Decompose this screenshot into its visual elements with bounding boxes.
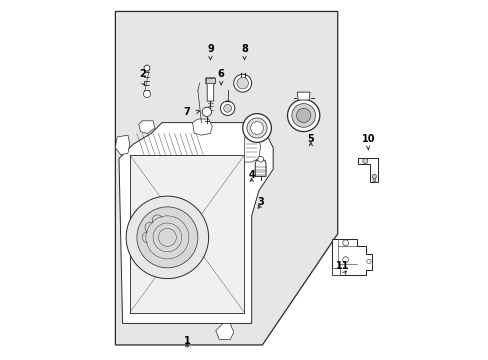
Polygon shape	[332, 239, 371, 275]
Polygon shape	[297, 92, 309, 100]
Polygon shape	[357, 158, 378, 182]
Text: 10: 10	[361, 134, 374, 144]
Polygon shape	[129, 155, 244, 313]
Circle shape	[137, 207, 198, 268]
Circle shape	[296, 108, 310, 123]
Text: 4: 4	[248, 170, 255, 180]
Circle shape	[250, 122, 263, 134]
Text: 5: 5	[307, 134, 314, 144]
Text: 6: 6	[217, 69, 224, 79]
Circle shape	[202, 107, 211, 117]
Circle shape	[233, 74, 251, 92]
Text: 2: 2	[139, 69, 145, 79]
Polygon shape	[332, 268, 339, 275]
Circle shape	[342, 240, 348, 246]
Polygon shape	[139, 121, 155, 134]
Text: 7: 7	[183, 107, 190, 117]
Polygon shape	[192, 119, 212, 135]
Polygon shape	[215, 323, 233, 339]
Polygon shape	[115, 135, 129, 155]
Circle shape	[242, 114, 271, 142]
Polygon shape	[244, 137, 260, 162]
Text: 3: 3	[257, 197, 264, 207]
Circle shape	[143, 90, 150, 98]
Polygon shape	[205, 78, 215, 83]
Text: 9: 9	[206, 44, 213, 54]
Circle shape	[237, 77, 248, 89]
Circle shape	[372, 179, 375, 182]
Circle shape	[223, 104, 231, 112]
Circle shape	[362, 158, 367, 163]
Text: 11: 11	[336, 261, 349, 271]
Circle shape	[220, 101, 234, 116]
Polygon shape	[255, 160, 265, 176]
Text: 1: 1	[183, 336, 190, 346]
Text: 8: 8	[241, 44, 247, 54]
Circle shape	[126, 196, 208, 279]
Polygon shape	[144, 65, 149, 71]
Circle shape	[246, 118, 266, 138]
Circle shape	[291, 104, 315, 127]
Circle shape	[366, 259, 370, 264]
Polygon shape	[119, 123, 273, 323]
Circle shape	[287, 99, 319, 132]
Circle shape	[257, 156, 263, 162]
Polygon shape	[205, 78, 215, 101]
Circle shape	[342, 257, 348, 262]
Polygon shape	[115, 12, 337, 345]
Circle shape	[371, 174, 376, 179]
